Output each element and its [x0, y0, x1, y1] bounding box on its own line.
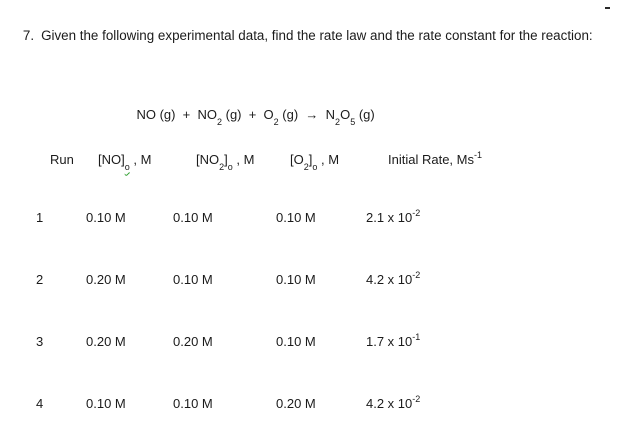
run-number: 2 [36, 272, 44, 287]
no2-concentration: 0.20 M [173, 334, 213, 349]
table-row: 2 0.20 M 0.10 M 0.10 M 4.2 x 10-2 [0, 269, 630, 292]
run-number: 1 [36, 210, 44, 225]
problem-title: 7. Given the following experimental data,… [8, 13, 593, 58]
table-header-row: Run [NO]o , M [NO2]o , M [O2]o , M Initi… [0, 149, 630, 172]
header-text: ] [308, 152, 313, 167]
header-text: , M [317, 152, 340, 167]
o2-concentration: 0.10 M [276, 210, 316, 225]
subscript: 2 [217, 116, 223, 127]
subscript-o: o [124, 161, 130, 172]
rate-mantissa: 4.2 x 10 [366, 272, 413, 287]
no-concentration: 0.10 M [86, 396, 126, 411]
problem-text: Given the following experimental data, f… [41, 28, 593, 43]
initial-rate: 4.2 x 10-2 [366, 393, 421, 411]
no2-concentration: 0.10 M [173, 272, 213, 287]
rate-exponent: -1 [412, 331, 421, 342]
header-initial-rate: Initial Rate, Ms-1 [388, 149, 482, 167]
header-text: ] [224, 152, 228, 167]
header-o2-concentration: [O2]o , M [290, 152, 340, 171]
header-no-concentration: [NO]o , M [98, 152, 152, 171]
run-number: 4 [36, 396, 44, 411]
no-concentration: 0.10 M [86, 210, 126, 225]
table-row: 4 0.10 M 0.10 M 0.20 M 4.2 x 10-2 [0, 393, 630, 416]
header-text: [NO [196, 152, 220, 167]
no2-concentration: 0.10 M [173, 396, 213, 411]
initial-rate: 1.7 x 10-1 [366, 331, 421, 349]
rate-mantissa: 4.2 x 10 [366, 396, 413, 411]
header-text: , M [232, 152, 255, 167]
o2-concentration: 0.20 M [276, 396, 316, 411]
reaction-arrow-icon: → [305, 107, 319, 122]
equation-segment: (g) [355, 107, 375, 122]
rate-mantissa: 2.1 x 10 [366, 210, 413, 225]
equation-segment: (g) + O [222, 107, 274, 122]
equation-segment: N [318, 107, 336, 122]
run-number: 3 [36, 334, 44, 349]
header-no2-concentration: [NO2]o , M [196, 152, 255, 171]
superscript-minus-1: -1 [473, 149, 482, 160]
subscript: 2 [335, 116, 341, 127]
equation-segment: (g) [278, 107, 306, 122]
no-concentration: 0.20 M [86, 334, 126, 349]
subscript-o: o [227, 161, 233, 172]
subscript-2: 2 [219, 161, 225, 172]
no2-concentration: 0.10 M [173, 210, 213, 225]
header-run: Run [50, 152, 74, 167]
subscript: 5 [350, 116, 356, 127]
subscript-2: 2 [303, 161, 309, 172]
no-concentration: 0.20 M [86, 272, 126, 287]
header-text: [O [290, 152, 304, 167]
problem-number: 7. [22, 28, 35, 43]
rate-exponent: -2 [412, 207, 421, 218]
o2-concentration: 0.10 M [276, 272, 316, 287]
header-text: Initial Rate, Ms [388, 152, 474, 167]
initial-rate: 2.1 x 10-2 [366, 207, 421, 225]
initial-rate: 4.2 x 10-2 [366, 269, 421, 287]
o2-concentration: 0.10 M [276, 334, 316, 349]
equation-segment: NO (g) + NO [136, 107, 217, 122]
header-text: , M [129, 152, 152, 167]
subscript-o: o [312, 161, 318, 172]
table-row: 3 0.20 M 0.20 M 0.10 M 1.7 x 10-1 [0, 331, 630, 354]
stray-mark [605, 7, 610, 9]
subscript: 2 [273, 116, 279, 127]
rate-exponent: -2 [412, 269, 421, 280]
table-row: 1 0.10 M 0.10 M 0.10 M 2.1 x 10-2 [0, 207, 630, 230]
header-text: [NO] [98, 152, 125, 167]
rate-mantissa: 1.7 x 10 [366, 334, 413, 349]
rate-exponent: -2 [412, 393, 421, 404]
reaction-equation: NO (g) + NO2 (g) + O2 (g) → N2O5 (g) [122, 92, 375, 137]
equation-segment: O [340, 107, 351, 122]
